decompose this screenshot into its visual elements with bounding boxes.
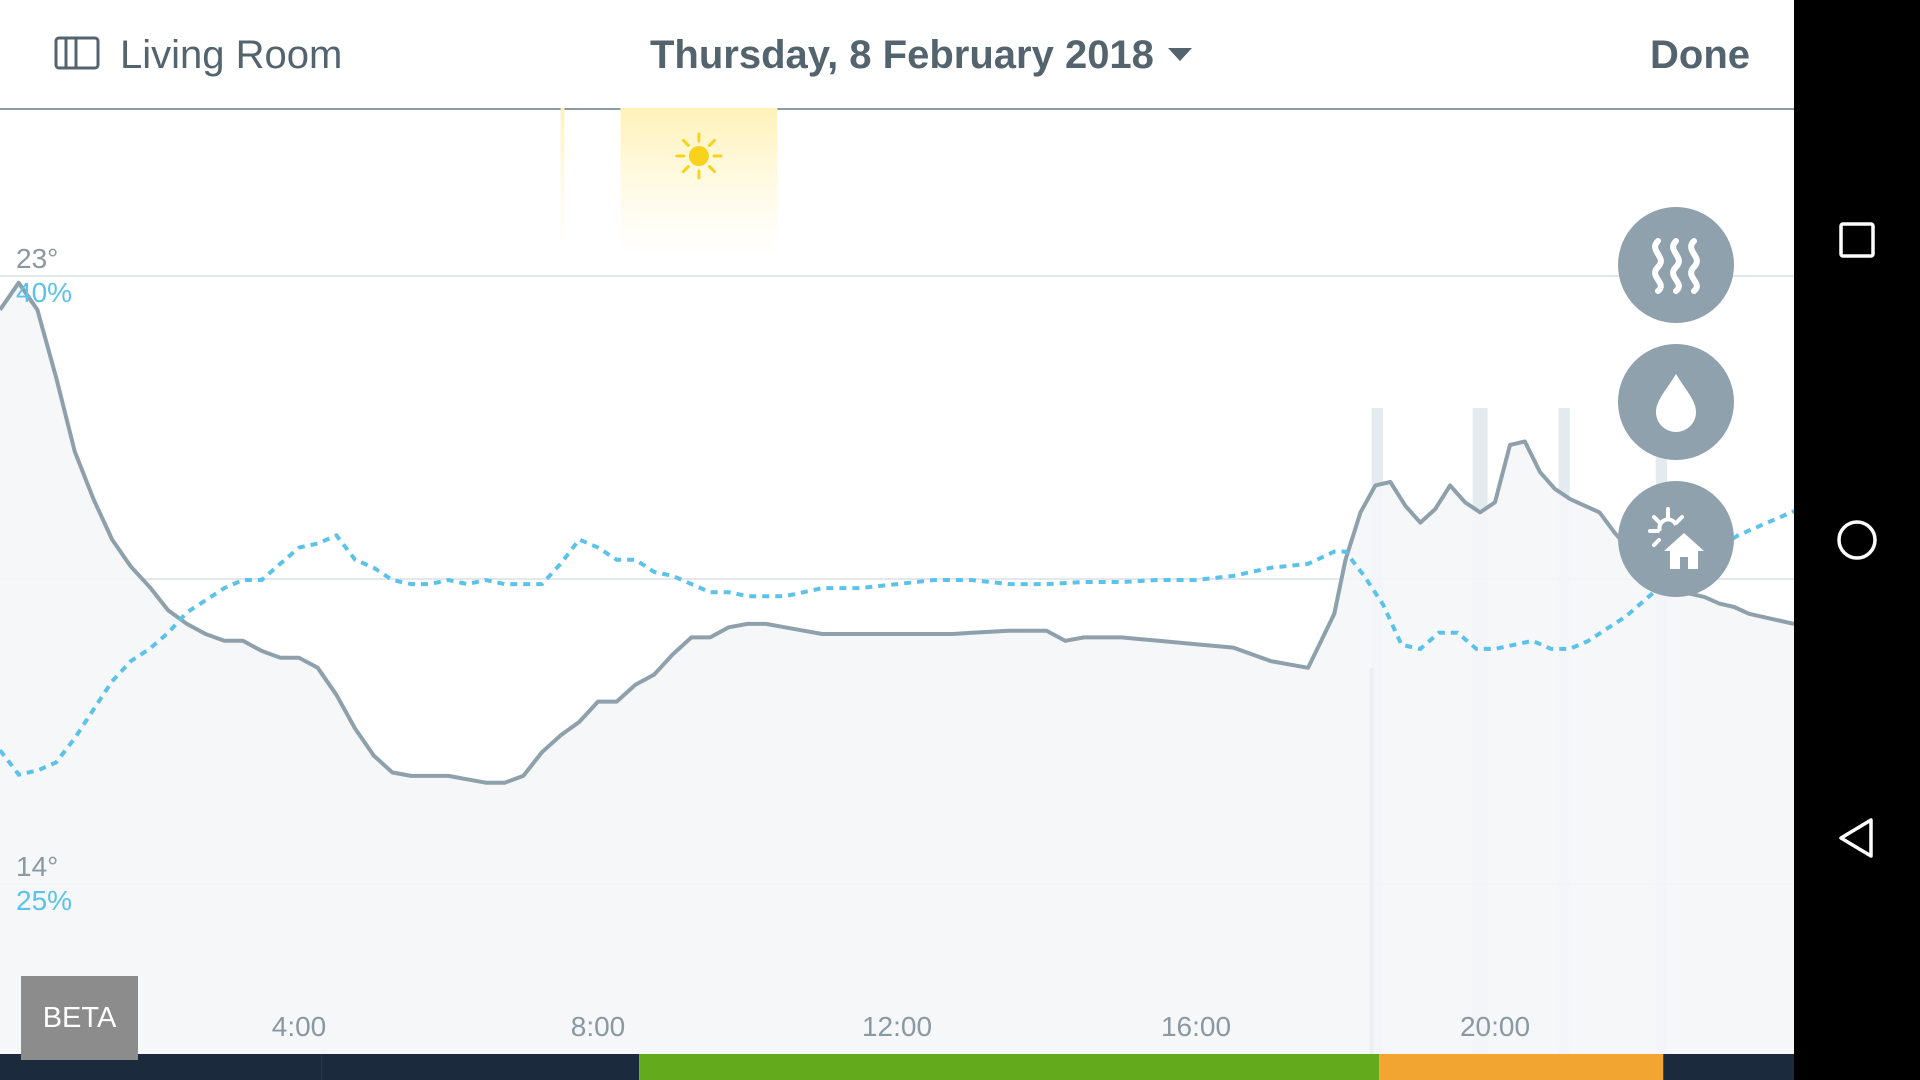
app-window: Living Room Thursday, 8 February 2018 Do… <box>0 0 1794 1080</box>
recents-button[interactable] <box>1827 210 1887 270</box>
schedule-segment <box>1663 1054 1794 1080</box>
system-nav-bar <box>1794 0 1920 1080</box>
back-icon <box>1839 818 1873 858</box>
heat-waves-icon <box>1652 238 1700 294</box>
y-axis-label-temp-min: 14° <box>16 851 58 882</box>
chevron-down-icon <box>1167 48 1192 61</box>
schedule-segment <box>1379 1054 1664 1080</box>
sun-period <box>620 108 778 258</box>
x-tick-label: 20:00 <box>1460 1011 1530 1042</box>
y-axis-label-humidity-max: 40% <box>16 277 72 308</box>
room-name: Living Room <box>120 32 343 77</box>
x-tick-label: 12:00 <box>862 1011 932 1042</box>
x-tick-label: 4:00 <box>272 1011 327 1042</box>
date-label: Thursday, 8 February 2018 <box>650 32 1154 77</box>
x-tick-label: 16:00 <box>1161 1011 1231 1042</box>
sun-period <box>560 108 565 258</box>
temperature-area <box>0 282 1794 1080</box>
room-icon <box>54 36 100 75</box>
recents-icon <box>1839 222 1875 258</box>
y-axis-label-temp-max: 23° <box>16 243 58 274</box>
history-chart[interactable]: 23°40% 14°25% 4:00 8:00 12:00 16:00 20:00 <box>0 108 1794 1080</box>
humidity-button[interactable] <box>1618 344 1734 460</box>
schedule-segment <box>639 1054 1380 1080</box>
done-button[interactable]: Done <box>1650 33 1750 77</box>
beta-badge: BETA <box>21 976 138 1060</box>
home-icon <box>1837 520 1877 560</box>
back-button[interactable] <box>1827 808 1887 868</box>
sun-icon <box>675 132 723 180</box>
date-selector[interactable]: Thursday, 8 February 2018 <box>650 30 1192 80</box>
x-tick-label: 8:00 <box>571 1011 626 1042</box>
schedule-segment <box>321 1054 640 1080</box>
sun-house-icon <box>1648 507 1704 569</box>
heating-button[interactable] <box>1618 207 1734 323</box>
header-bar: Living Room Thursday, 8 February 2018 Do… <box>0 0 1794 110</box>
weather-button[interactable] <box>1618 481 1734 597</box>
water-drop-icon <box>1656 374 1696 432</box>
room-selector[interactable]: Living Room <box>54 30 342 80</box>
temperature-line <box>0 280 1794 785</box>
humidity-line <box>0 509 1794 777</box>
home-button[interactable] <box>1827 510 1887 570</box>
y-axis-label-humidity-min: 25% <box>16 885 72 916</box>
